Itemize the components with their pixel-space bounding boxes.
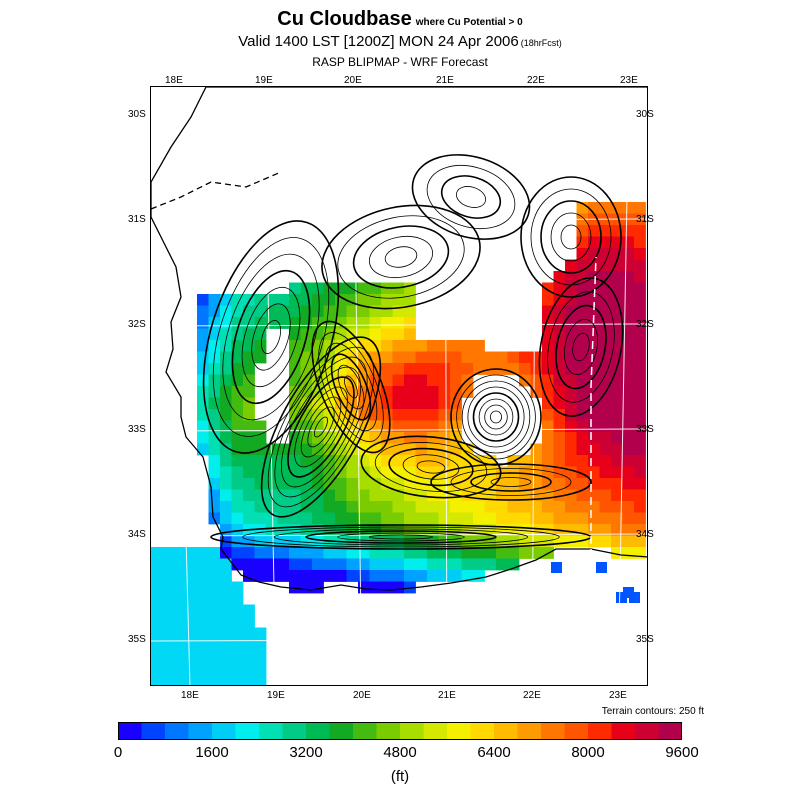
coastline <box>151 87 647 591</box>
colorbar <box>118 722 682 740</box>
colorbar-swatch <box>588 722 612 740</box>
colorbar-label: 0 <box>113 744 123 761</box>
lon-bottom-label-19e: 19E <box>267 690 285 701</box>
colorbar-swatch <box>212 722 236 740</box>
model-name: RASP BLIPMAP - WRF Forecast <box>312 55 488 69</box>
title-qualifier: where Cu Potential > 0 <box>415 17 523 28</box>
lon-bottom-label-21e: 21E <box>438 690 456 701</box>
lat-left-label-33s: 33S <box>128 424 146 435</box>
map-title: Cu Cloudbase where Cu Potential > 0 <box>0 8 800 31</box>
title-main-text: Cu Cloudbase <box>277 8 412 30</box>
colorbar-label: 1600 <box>195 744 229 761</box>
colorbar-swatch <box>447 722 471 740</box>
colorbar-swatch <box>400 722 424 740</box>
lat-left-label-35s: 35S <box>128 634 146 645</box>
map-canvas <box>151 87 647 685</box>
lon-bottom-label-22e: 22E <box>523 690 541 701</box>
lon-top-label-23e: 23E <box>620 75 638 86</box>
colorbar-swatch <box>188 722 213 740</box>
lon-top-label-22e: 22E <box>527 75 545 86</box>
colorbar-units: (ft) <box>390 768 410 785</box>
lat-left-label-30s: 30S <box>128 109 146 120</box>
colorbar-swatch <box>165 722 189 740</box>
lat-right-label-30s: 30S <box>636 109 654 120</box>
colorbar-swatch <box>353 722 377 740</box>
lon-top-label-21e: 21E <box>436 75 454 86</box>
lon-bottom-label-18e: 18E <box>181 690 199 701</box>
lon-bottom-label-23e: 23E <box>609 690 627 701</box>
colorbar-swatch <box>118 722 142 740</box>
colorbar-swatch <box>494 722 518 740</box>
terrain-contours-note: Terrain contours: 250 ft <box>601 706 704 717</box>
colorbar-swatch <box>470 722 495 740</box>
colorbar-swatch <box>423 722 448 740</box>
colorbar-swatch <box>541 722 565 740</box>
colorbar-swatch <box>282 722 307 740</box>
colorbar-label: 4800 <box>383 744 417 761</box>
colorbar-label: 9600 <box>665 744 699 761</box>
colorbar-swatch <box>611 722 636 740</box>
colorbar-label: 3200 <box>289 744 323 761</box>
lat-right-label-32s: 32S <box>636 319 654 330</box>
colorbar-swatch <box>306 722 330 740</box>
colorbar-label: 8000 <box>571 744 605 761</box>
colorbar-swatch <box>376 722 401 740</box>
forecast-hour: (18hrFcst) <box>520 38 562 48</box>
colorbar-swatch <box>635 722 659 740</box>
lon-top-label-18e: 18E <box>165 75 183 86</box>
lon-bottom-label-20e: 20E <box>353 690 371 701</box>
lat-left-label-31s: 31S <box>128 214 146 225</box>
lat-left-label-34s: 34S <box>128 529 146 540</box>
colorbar-swatch <box>235 722 260 740</box>
valid-text: Valid 1400 LST [1200Z] MON 24 Apr 2006 <box>238 33 519 50</box>
valid-time: Valid 1400 LST [1200Z] MON 24 Apr 2006 (1… <box>0 33 800 50</box>
colorbar-swatch <box>658 722 682 740</box>
forecast-map <box>150 86 648 686</box>
colorbar-label: 6400 <box>477 744 511 761</box>
lat-right-label-34s: 34S <box>636 529 654 540</box>
colorbar-swatch <box>259 722 283 740</box>
lat-right-label-35s: 35S <box>636 634 654 645</box>
colorbar-swatch <box>517 722 542 740</box>
lat-right-label-31s: 31S <box>636 214 654 225</box>
colorbar-swatch <box>329 722 354 740</box>
colorbar-swatch <box>564 722 589 740</box>
lon-top-label-20e: 20E <box>344 75 362 86</box>
lon-top-label-19e: 19E <box>255 75 273 86</box>
lat-right-label-33s: 33S <box>636 424 654 435</box>
lat-left-label-32s: 32S <box>128 319 146 330</box>
colorbar-swatch <box>141 722 166 740</box>
